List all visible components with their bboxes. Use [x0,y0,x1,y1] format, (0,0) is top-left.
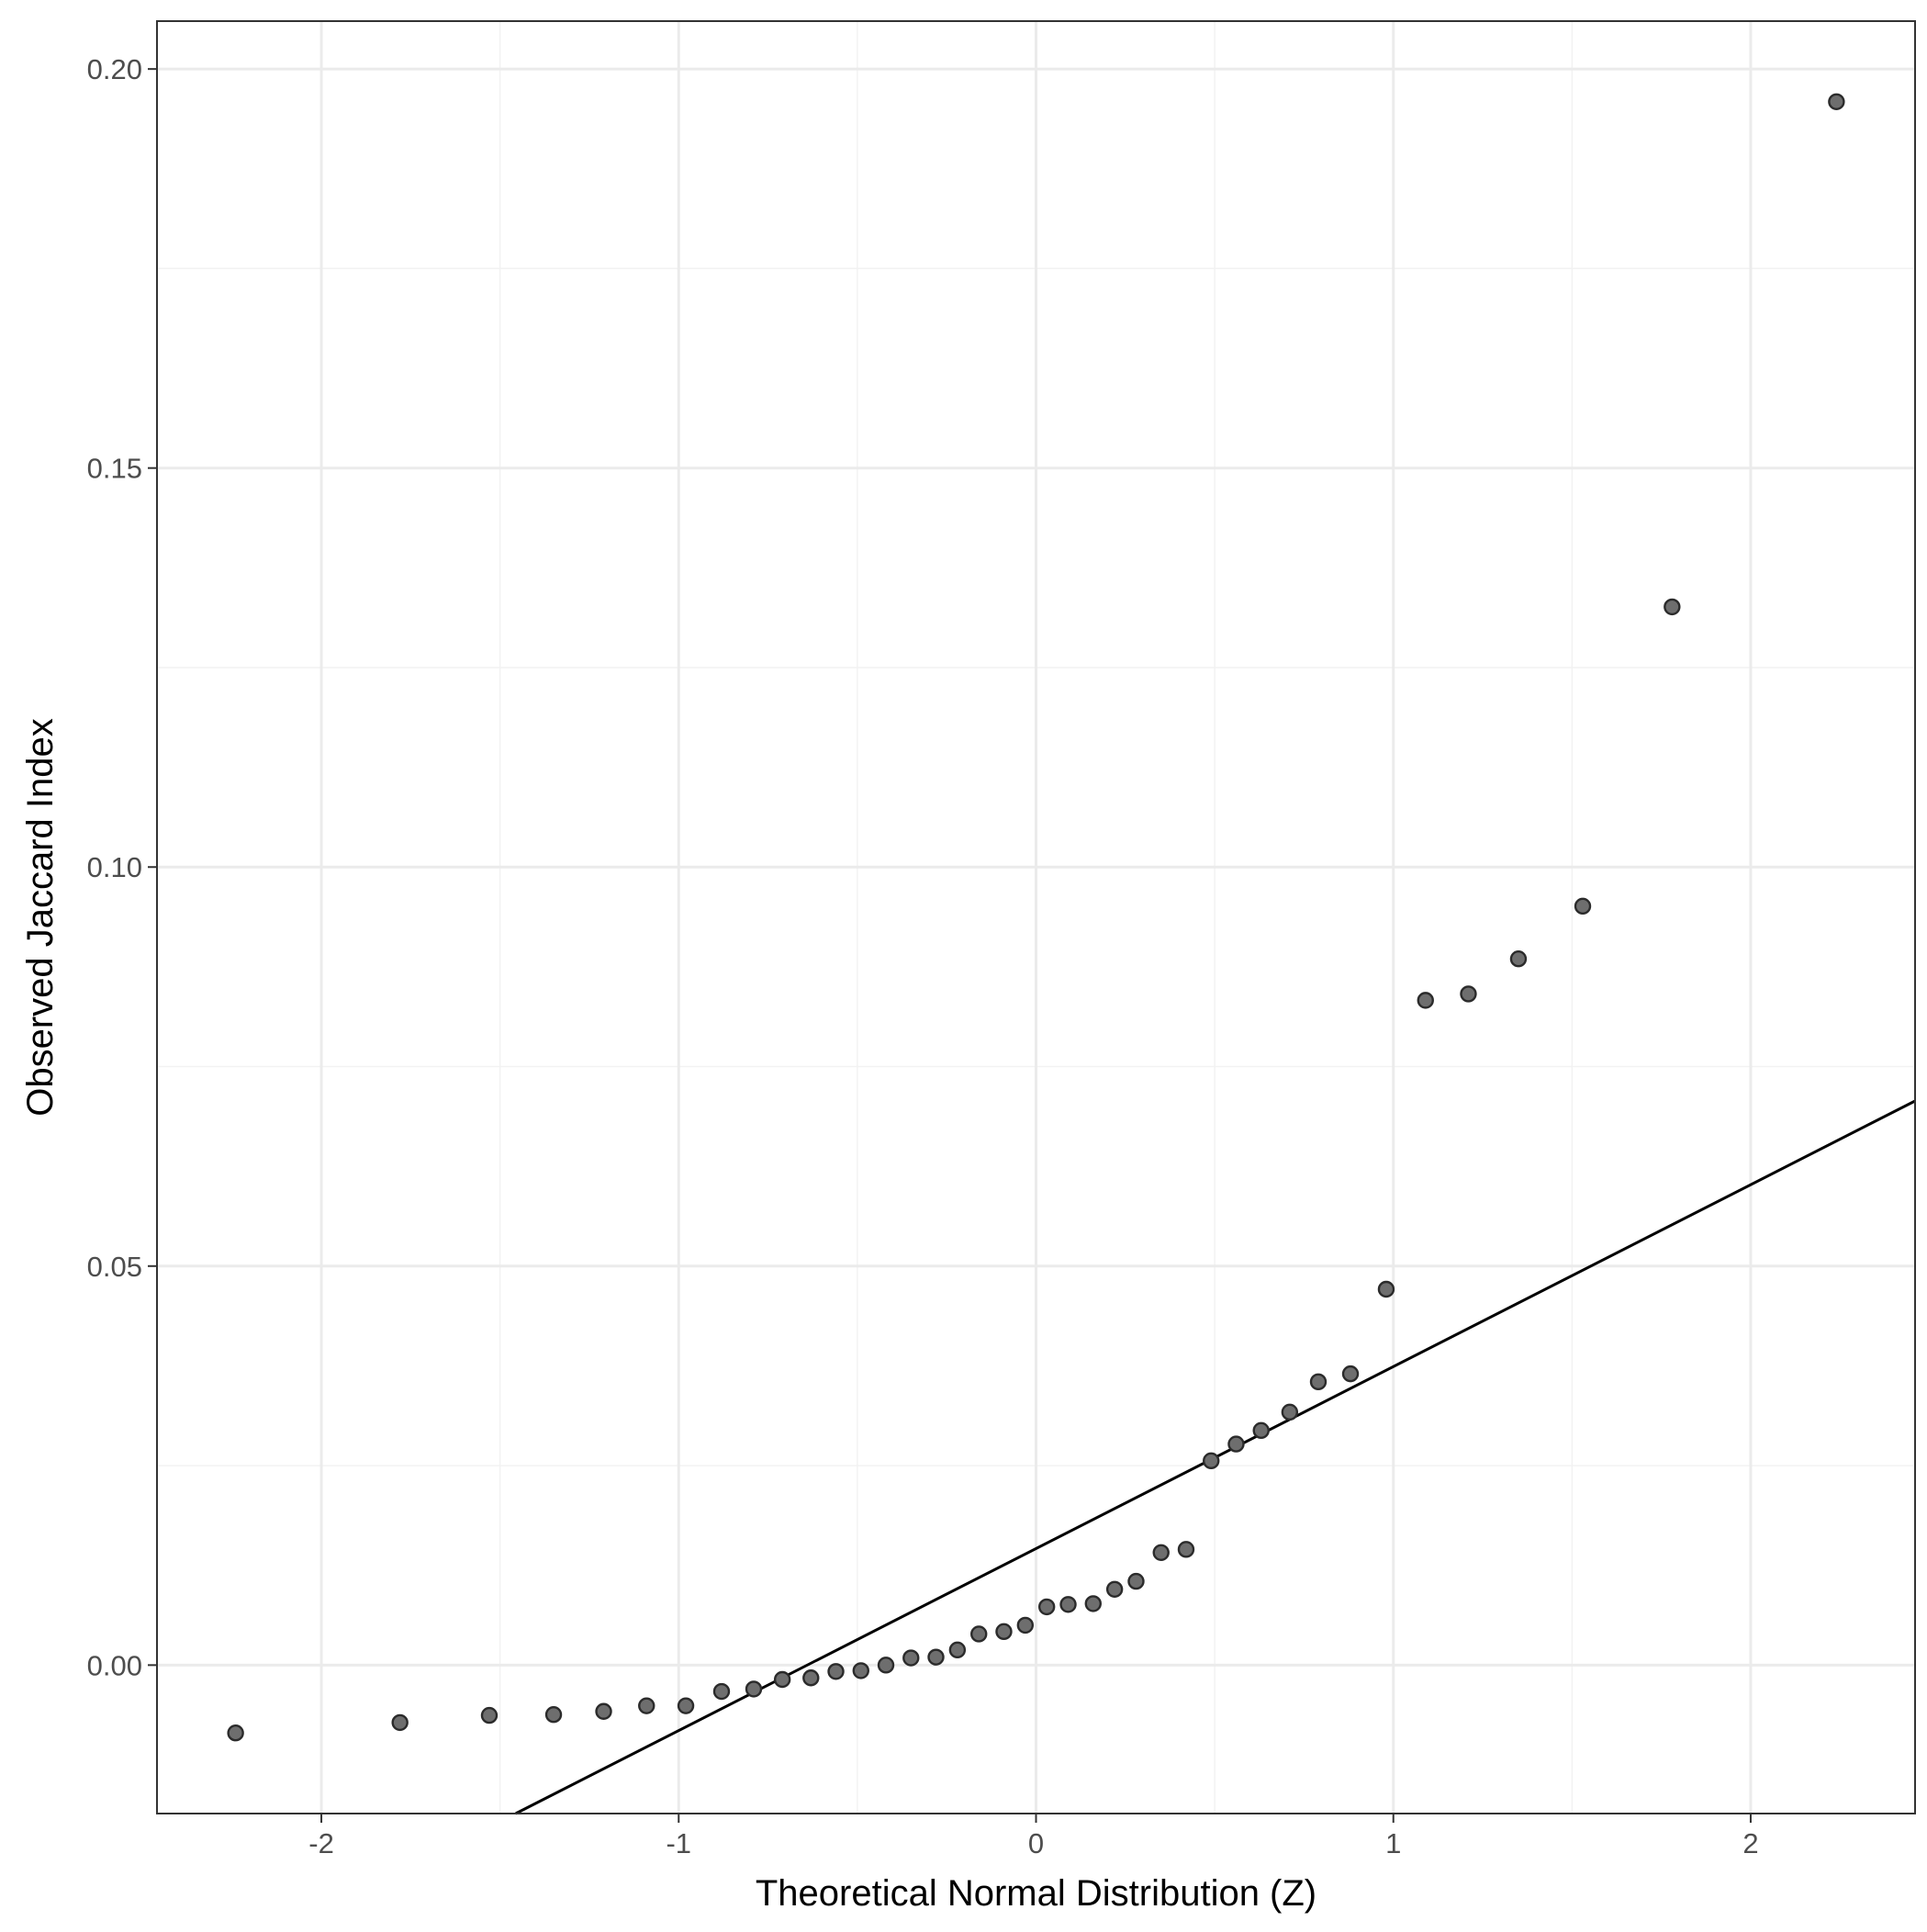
data-point [1281,1403,1299,1421]
data-point [391,1713,409,1732]
y-axis-title: Observed Jaccard Index [20,718,61,1117]
data-point [1252,1421,1270,1440]
data-point [677,1697,695,1714]
data-point [1227,1435,1245,1453]
data-point [595,1702,612,1720]
data-point [745,1680,763,1698]
y-tick-label: 0.00 [87,1649,142,1681]
x-axis-title: Theoretical Normal Distribution (Z) [756,1873,1316,1914]
data-point [802,1669,820,1687]
data-point [712,1682,731,1701]
data-point [1417,992,1434,1009]
data-point [1509,949,1528,968]
data-point [1105,1580,1124,1598]
y-axis: 0.00 0.05 0.10 0.15 0.20 [87,53,157,1681]
data-point [1203,1452,1220,1470]
data-point [1309,1373,1328,1391]
data-point [1664,598,1681,616]
x-tick-label: -2 [308,1827,334,1859]
x-tick-label: -1 [666,1827,691,1859]
y-tick-label: 0.15 [87,453,142,485]
data-point [970,1625,988,1643]
data-point [1037,1598,1056,1616]
data-point [902,1649,920,1667]
data-point [1152,1544,1170,1562]
data-point [1127,1572,1145,1590]
data-point [544,1706,563,1724]
data-point [1177,1541,1195,1558]
data-point [827,1663,845,1680]
data-point [927,1648,945,1666]
data-point [877,1657,895,1674]
data-point [852,1662,869,1679]
data-point [773,1670,791,1689]
x-tick-label: 1 [1385,1827,1401,1859]
data-point [480,1706,499,1724]
major-grid [157,21,1915,1814]
y-tick-label: 0.10 [87,851,142,883]
x-tick-label: 0 [1028,1827,1044,1859]
data-point [995,1623,1013,1641]
data-point [1828,93,1845,110]
points-layer [227,93,1845,1742]
data-point [1016,1616,1035,1634]
data-point [1460,985,1477,1003]
data-point [1084,1595,1102,1612]
x-tick-label: 2 [1742,1827,1758,1859]
y-tick-label: 0.05 [87,1251,142,1283]
data-point [1341,1365,1360,1383]
data-point [227,1724,244,1742]
y-tick-label: 0.20 [87,53,142,85]
data-point [948,1641,967,1659]
data-point [1377,1280,1395,1298]
data-point [1059,1596,1077,1613]
data-point [638,1697,655,1714]
x-axis: -2 -1 0 1 2 [308,1814,1759,1859]
data-point [1574,897,1592,915]
